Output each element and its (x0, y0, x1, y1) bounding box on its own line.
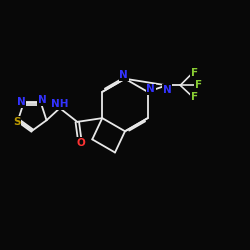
Text: N: N (120, 70, 128, 81)
Text: NH: NH (51, 99, 68, 110)
Text: O: O (77, 138, 86, 148)
Text: N: N (16, 97, 25, 107)
Text: F: F (191, 68, 198, 78)
Text: F: F (191, 92, 198, 102)
Text: N: N (38, 96, 47, 106)
Text: N: N (162, 85, 171, 95)
Text: S: S (13, 116, 20, 126)
Text: N: N (146, 84, 155, 94)
Text: F: F (195, 80, 202, 90)
